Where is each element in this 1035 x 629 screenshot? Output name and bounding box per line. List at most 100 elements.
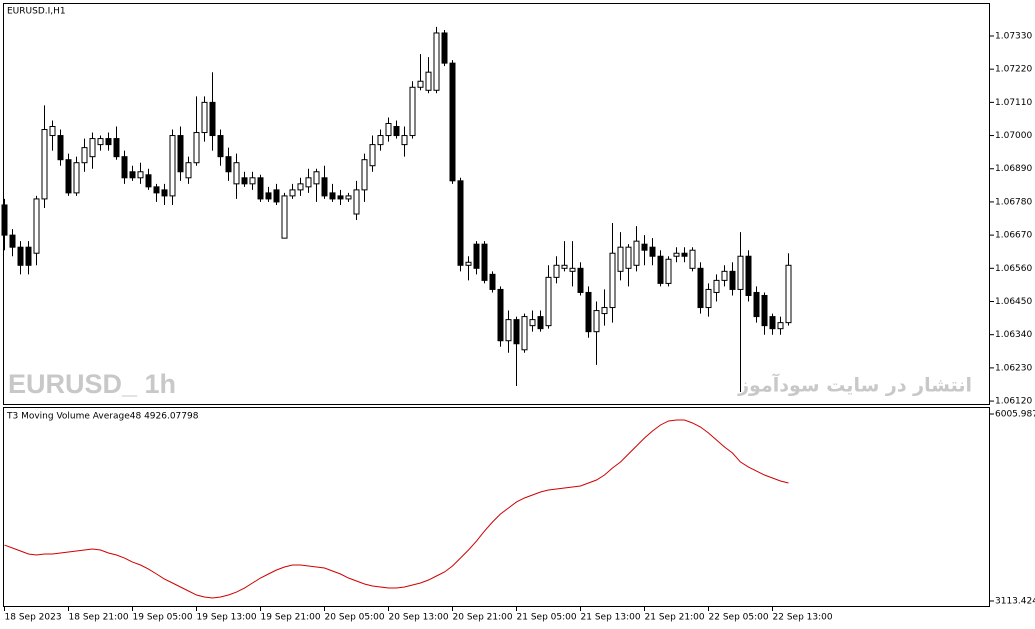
y-tick-label: 3113.4243 [995, 596, 1035, 606]
candle-body [737, 255, 744, 290]
candle-body [65, 159, 72, 194]
indicator-panel [3, 407, 990, 607]
y-tick-label: 1.06340 [995, 330, 1032, 340]
candle-body [105, 138, 112, 146]
y-tick-label: 1.06450 [995, 297, 1032, 307]
x-tick-label: 20 Sep 21:00 [453, 613, 513, 623]
candle-body [433, 32, 440, 91]
candle-body [457, 180, 464, 266]
candle-body [553, 264, 560, 278]
candle-body [1, 204, 8, 236]
candle-body [153, 186, 160, 194]
candle-body [233, 162, 240, 185]
candle-body [745, 255, 752, 296]
x-tick-label: 21 Sep 13:00 [581, 613, 641, 623]
candle-body [505, 319, 512, 342]
candle-body [33, 198, 40, 254]
candle-body [545, 276, 552, 327]
candle-body [441, 32, 448, 64]
y-tick-label: 1.06780 [995, 197, 1032, 207]
candle-body [617, 246, 624, 272]
candle-body [713, 279, 720, 293]
candle-body [305, 177, 312, 188]
candle-body [401, 135, 408, 146]
candle-body [121, 156, 128, 179]
y-tick-label: 1.07330 [995, 31, 1032, 41]
candle-body [177, 135, 184, 173]
y-tick-label: 1.06670 [995, 231, 1032, 241]
candle-body [321, 177, 328, 197]
x-tick-label: 22 Sep 13:00 [773, 613, 833, 623]
candle-body [145, 174, 152, 188]
candle-body [297, 183, 304, 191]
candle-body [777, 322, 784, 330]
candle-body [425, 71, 432, 91]
candle-body [57, 135, 64, 161]
candle-body [17, 246, 24, 266]
candle-body [625, 246, 632, 269]
candle-body [113, 138, 120, 158]
y-tick-label: 1.07220 [995, 65, 1032, 75]
candle-body [593, 310, 600, 333]
candle-body [497, 288, 504, 342]
candle-body [665, 258, 672, 284]
candle-body [337, 195, 344, 200]
candle-body [73, 162, 80, 194]
x-tick-label: 19 Sep 13:00 [197, 613, 257, 623]
candle-body [9, 234, 16, 248]
candle-body [409, 86, 416, 137]
candle-body [601, 307, 608, 315]
candle-body [769, 316, 776, 330]
candle-body [393, 126, 400, 137]
candle-body [161, 189, 168, 197]
y-tick-label: 1.07000 [995, 131, 1032, 141]
candle-body [521, 316, 528, 351]
candle-body [369, 144, 376, 167]
candle-body [569, 267, 576, 272]
candle-body [41, 129, 48, 200]
candle-body [673, 252, 680, 257]
candle-body [25, 246, 32, 266]
candle-body [185, 162, 192, 179]
candle-body [265, 192, 272, 200]
x-tick-label: 22 Sep 05:00 [709, 613, 769, 623]
indicator-title: T3 Moving Volume Average48 4926.07798 [6, 412, 199, 422]
candle-body [641, 243, 648, 251]
candle-body [225, 156, 232, 173]
candle-body [633, 240, 640, 266]
x-tick-label: 20 Sep 05:00 [325, 613, 385, 623]
candle-body [257, 177, 264, 200]
candle-body [561, 264, 568, 269]
candle-body [217, 135, 224, 158]
candle-body [385, 122, 392, 137]
candle-body [721, 270, 728, 281]
candle-body [249, 177, 256, 185]
watermark: انتشار در سایت سودآموز [737, 373, 972, 397]
candle-body [657, 255, 664, 284]
candle-body [129, 171, 136, 179]
candle-body [281, 195, 288, 239]
price-panel [3, 3, 990, 405]
candle-body [49, 126, 56, 137]
candle-body [377, 135, 384, 146]
candle-body [465, 261, 472, 266]
x-tick-label: 19 Sep 21:00 [261, 613, 321, 623]
y-tick-label: 6005.9873 [995, 410, 1035, 420]
candle-body [89, 138, 96, 158]
candle-body [609, 252, 616, 309]
x-tick-label: 18 Sep 21:00 [69, 613, 129, 623]
watermark: EURUSD_ 1h [8, 369, 176, 399]
candle-body [473, 243, 480, 269]
candle-body [137, 171, 144, 179]
candle-body [729, 270, 736, 290]
candle-body [585, 291, 592, 333]
candle-body [97, 138, 104, 146]
candle-body [417, 80, 424, 88]
x-tick-label: 18 Sep 2023 [5, 613, 62, 623]
candle-body [697, 267, 704, 309]
candle-body [449, 62, 456, 182]
chart-title: EURUSD.I,H1 [7, 7, 66, 17]
candle-body [241, 177, 248, 185]
candle-body [649, 246, 656, 257]
